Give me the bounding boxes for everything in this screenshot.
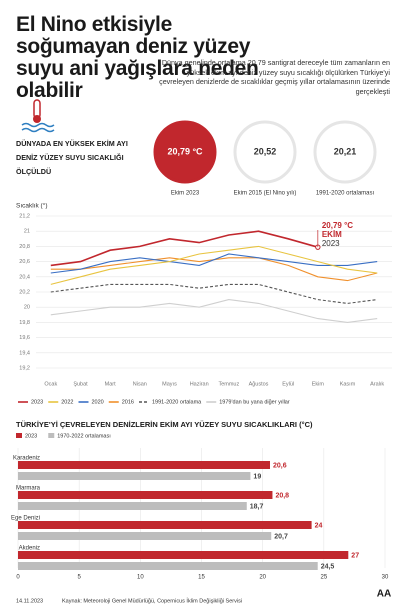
bar xyxy=(18,532,272,540)
x-tick-label: Kasım xyxy=(340,381,356,387)
value-label: 24,5 xyxy=(321,563,335,570)
y-tick-label: 21,2 xyxy=(19,213,30,219)
series-line xyxy=(50,299,378,323)
y-tick-label: 20,4 xyxy=(19,274,30,280)
legend-label: 2023 xyxy=(25,433,37,439)
x-tick-label: 20 xyxy=(259,575,266,581)
bar xyxy=(18,521,312,529)
x-tick-label: Ocak xyxy=(44,381,57,387)
x-tick-label: Mayıs xyxy=(162,381,177,387)
highlight-caption: 1991-2020 ortalaması xyxy=(316,191,375,197)
value-label: 20,8 xyxy=(275,492,289,499)
bar xyxy=(18,472,251,480)
category-label: Marmara xyxy=(16,486,41,492)
bar xyxy=(18,562,318,570)
series-line xyxy=(50,253,378,274)
value-label: 24 xyxy=(315,522,323,529)
x-tick-label: Eylül xyxy=(282,381,294,387)
x-tick-label: Şubat xyxy=(73,381,88,387)
highlight-value: 20,21 xyxy=(334,146,357,156)
legend-swatch xyxy=(48,433,55,438)
thermometer-icon xyxy=(21,99,55,133)
legend-label: 2020 xyxy=(92,399,104,405)
x-tick-label: Mart xyxy=(105,381,116,387)
bar xyxy=(18,502,247,510)
legend-swatch xyxy=(16,433,22,438)
category-label: Akdeniz xyxy=(19,546,40,552)
value-label: 19 xyxy=(253,473,261,480)
value-label: 27 xyxy=(351,552,359,559)
footer-source: Kaynak: Meteoroloji Genel Müdürlüğü, Cop… xyxy=(62,597,242,604)
bar xyxy=(18,461,271,469)
footer-date: 14.11.2023 xyxy=(16,598,43,604)
y-tick-label: 20,6 xyxy=(19,259,30,265)
x-tick-label: Ekim xyxy=(312,381,325,387)
category-label: Karadeniz xyxy=(13,456,40,462)
x-tick-label: 10 xyxy=(137,575,144,581)
series-line xyxy=(50,257,378,282)
y-tick-label: 19,4 xyxy=(19,350,30,356)
category-label: Ege Denizi xyxy=(11,516,40,522)
y-tick-label: 19,6 xyxy=(19,335,30,341)
legend-label: 2023 xyxy=(31,399,43,405)
legend-label: 2022 xyxy=(61,399,73,405)
x-tick-label: Haziran xyxy=(190,381,209,387)
bar xyxy=(18,551,349,559)
footer-logo: AA xyxy=(377,589,391,600)
legend-label: 1970-2022 ortalaması xyxy=(57,433,111,439)
bar xyxy=(18,491,273,499)
y-tick-label: 20 xyxy=(24,305,30,311)
value-label: 18,7 xyxy=(250,503,264,510)
series-line xyxy=(50,230,319,267)
x-tick-label: 5 xyxy=(77,575,81,581)
y-axis-label: Sıcaklık (°) xyxy=(16,202,48,210)
y-tick-label: 20,8 xyxy=(19,244,30,250)
x-tick-label: Aralık xyxy=(370,381,384,387)
highlight-caption: Ekim 2023 xyxy=(171,191,200,197)
highlight-caption: Ekim 2015 (El Nino yılı) xyxy=(234,191,297,197)
y-tick-label: 19,2 xyxy=(19,365,30,371)
y-tick-label: 20,2 xyxy=(19,289,30,295)
annotation: 20,79 °C xyxy=(322,221,353,230)
chart-title: TÜRKİYE'Yİ ÇEVRELEYEN DENİZLERİN EKİM AY… xyxy=(16,420,313,429)
highlight-value: 20,79 °C xyxy=(167,146,203,156)
x-tick-label: 25 xyxy=(320,575,327,581)
x-tick-label: Nisan xyxy=(133,381,147,387)
intro: Dünya genelinde ortalama 20,79 santigrat… xyxy=(159,58,390,96)
title: El Nino etkisiyle soğumayan deniz yüzey … xyxy=(16,13,259,102)
annotation: 2023 xyxy=(322,239,340,248)
x-tick-label: Temmuz xyxy=(218,381,239,387)
legend-label: 1979'dan bu yana diğer yıllar xyxy=(219,399,290,405)
x-tick-label: 0 xyxy=(16,575,20,581)
y-tick-label: 21 xyxy=(24,229,30,235)
annotation: EKİM xyxy=(322,230,342,239)
legend-label: 1991-2020 ortalama xyxy=(152,399,202,405)
highlight-circle xyxy=(313,120,377,184)
y-tick-label: 19,8 xyxy=(19,320,30,326)
highlight-circle xyxy=(233,120,297,184)
badge: DÜNYADA EN YÜKSEK EKİM AYI DENİZ YÜZEY S… xyxy=(16,139,128,176)
value-label: 20,7 xyxy=(274,533,288,540)
series-line xyxy=(50,283,378,304)
highlight-value: 20,52 xyxy=(254,146,277,156)
highlight-circle xyxy=(153,120,217,184)
value-label: 20,6 xyxy=(273,462,287,469)
x-tick-label: Ağustos xyxy=(249,381,269,387)
legend-label: 2016 xyxy=(122,399,134,405)
x-tick-label: 15 xyxy=(198,575,205,581)
x-tick-label: 30 xyxy=(382,575,389,581)
annotation-point xyxy=(315,244,321,250)
series-line xyxy=(50,245,378,285)
